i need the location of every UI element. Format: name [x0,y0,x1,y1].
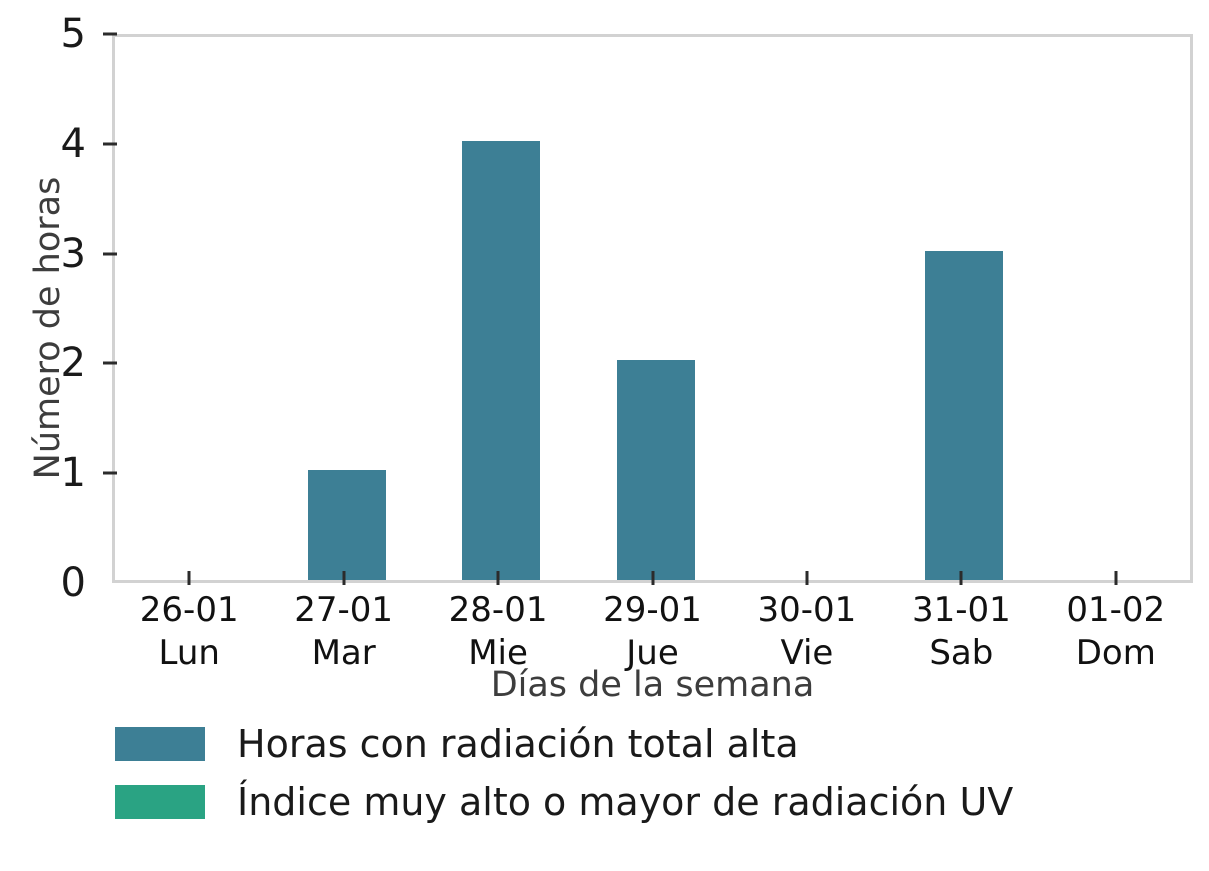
x-tick-weekday: Mar [311,632,376,673]
bar [462,140,541,580]
x-tick-label: 01-02 Dom [1006,589,1209,674]
x-tick-label: 27-01 Mar [234,589,454,674]
x-tick-label: 29-01 Jue [543,589,763,674]
x-tick-weekday: Vie [780,632,834,673]
legend-label: Horas con radiación total alta [237,722,799,766]
y-tick-label: 5 [60,11,86,57]
x-tick-date: 29-01 [603,590,702,630]
y-tick-mark [103,252,117,256]
bar [925,250,1004,580]
y-tick-mark [103,142,117,146]
y-tick-label: 3 [60,230,86,277]
x-tick-mark [187,571,191,585]
legend-label: Índice muy alto o mayor de radiación UV [237,780,1014,824]
y-tick-label: 4 [60,120,86,167]
plot-area [112,34,1193,583]
x-tick-label: 31-01 Sab [851,589,1071,674]
y-tick-label: 0 [60,560,86,606]
y-tick-mark [103,32,117,36]
x-tick-label: 26-01 Lun [79,589,299,674]
legend-item[interactable]: Índice muy alto o mayor de radiación UV [115,773,1115,831]
legend-item[interactable]: Horas con radiación total alta [115,715,1115,773]
x-tick-mark [496,571,500,585]
y-tick-label: 2 [60,340,86,387]
x-tick-mark [342,571,346,585]
x-tick-mark [651,571,654,585]
y-tick-label: 1 [60,450,86,497]
x-tick-date: 30-01 [757,590,857,630]
x-tick-weekday: Jue [626,632,679,673]
x-tick-date: 26-01 [139,590,239,630]
bars-layer [115,37,1190,580]
chart-legend: Horas con radiación total alta Índice muy… [115,715,1115,831]
legend-swatch [115,785,205,819]
x-tick-date: 27-01 [294,590,394,630]
x-axis-title: Días de la semana [490,665,815,705]
x-tick-date: 01-02 [1066,590,1166,630]
x-tick-label: 28-01 Mie [388,589,608,674]
y-tick-mark [103,361,117,365]
legend-swatch [115,727,205,761]
bar [307,470,386,580]
x-tick-date: 31-01 [911,590,1011,630]
x-tick-label: 30-01 Vie [697,589,917,674]
x-tick-weekday: Sab [929,632,994,673]
x-tick-mark [959,571,963,585]
y-tick-mark [103,471,117,475]
x-tick-weekday: Lun [158,632,220,673]
x-tick-weekday: Mie [468,632,528,673]
bar [616,360,695,580]
x-tick-weekday: Dom [1075,632,1156,673]
x-tick-mark [1114,571,1118,585]
x-tick-mark [805,571,809,585]
y-axis-title: Número de horas [28,176,68,480]
x-tick-date: 28-01 [448,590,548,630]
y-axis: 0 1 2 3 4 5 [0,0,117,620]
